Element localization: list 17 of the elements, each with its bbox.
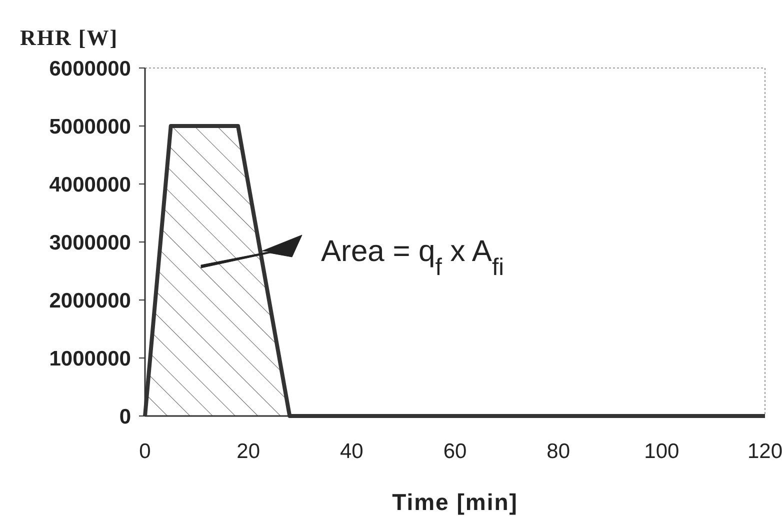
annotation: Area = q$_{f}$ x A$_{fi}$	[321, 235, 504, 280]
y-tick-label: 6000000	[49, 57, 131, 80]
x-tick-label: 100	[644, 440, 680, 463]
y-tick-label: 5000000	[49, 115, 131, 138]
y-tick-label: 3000000	[49, 231, 131, 254]
x-tick-label: 40	[340, 440, 364, 463]
x-axis-title: Time [min]	[392, 489, 518, 515]
x-tick-label: 0	[139, 440, 151, 463]
y-tick-label: 2000000	[49, 289, 131, 312]
y-tick-label: 4000000	[49, 173, 131, 196]
y-axis-title: RHR [W]	[20, 25, 118, 50]
y-tick-label: 1000000	[49, 347, 131, 370]
x-tick-label: 20	[236, 440, 260, 463]
x-tick-label: 120	[747, 440, 782, 463]
x-tick-label: 80	[546, 440, 570, 463]
x-tick-label: 60	[443, 440, 467, 463]
y-tick-label: 0	[119, 405, 131, 428]
